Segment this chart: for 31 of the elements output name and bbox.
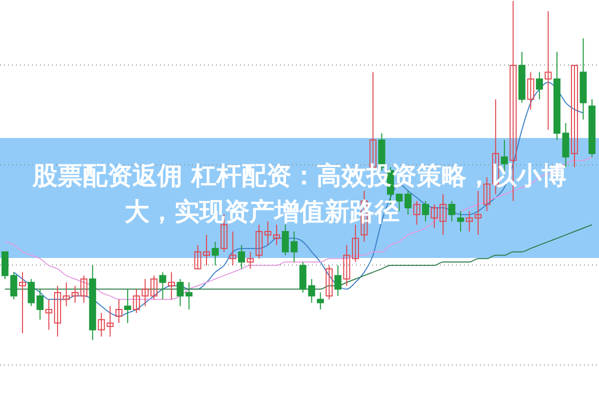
candlestick bbox=[10, 272, 18, 300]
candlestick bbox=[194, 244, 202, 270]
candlestick bbox=[185, 282, 192, 310]
candlestick bbox=[176, 278, 184, 307]
candlestick bbox=[334, 264, 342, 296]
candlestick bbox=[413, 200, 420, 226]
candlestick bbox=[124, 288, 132, 324]
candlestick bbox=[229, 231, 236, 266]
candlestick bbox=[570, 64, 578, 168]
candlestick bbox=[536, 72, 543, 100]
candlestick bbox=[457, 210, 464, 232]
candlestick bbox=[544, 10, 552, 130]
candlestick bbox=[256, 224, 263, 260]
candlestick bbox=[150, 275, 158, 300]
candlestick bbox=[115, 298, 122, 324]
candlestick bbox=[422, 200, 430, 222]
candlestick bbox=[352, 224, 359, 263]
candlestick bbox=[2, 251, 8, 280]
candlestick bbox=[343, 244, 350, 286]
candlestick bbox=[203, 234, 210, 266]
candlestick bbox=[159, 272, 166, 300]
candlestick bbox=[168, 272, 175, 300]
candlestick bbox=[212, 241, 219, 266]
candlestick bbox=[448, 200, 456, 222]
candlestick bbox=[80, 275, 88, 304]
candlestick bbox=[527, 72, 534, 110]
candlestick bbox=[326, 264, 333, 300]
candlestick bbox=[19, 272, 26, 334]
candlestick bbox=[246, 251, 254, 270]
candlestick bbox=[238, 244, 246, 270]
candlestick bbox=[316, 292, 324, 310]
